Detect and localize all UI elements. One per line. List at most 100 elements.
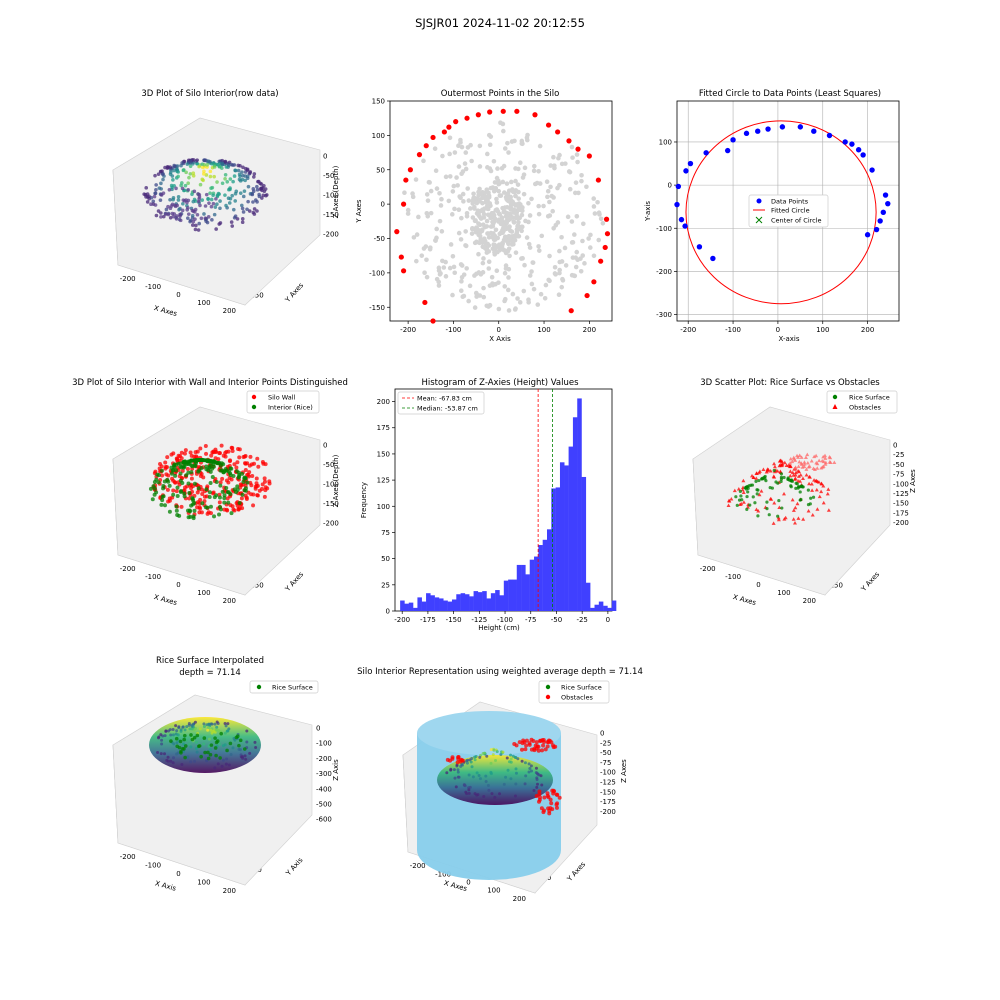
p2-gray-point [501,209,507,215]
p3-data-point [842,139,848,145]
p6-obstacle-point [771,521,776,525]
p2-gray-point [484,218,490,224]
p5-bar [559,462,565,611]
p6-obstacle-point [805,461,810,465]
p5-bar [469,596,474,611]
p2-gray-point [425,213,431,219]
p2-gray-point [439,196,444,202]
p6-obstacle-point [805,452,810,457]
p2-gray-point [478,272,484,277]
p1-point [246,184,251,189]
p6-obstacle-point [820,465,825,469]
p1-point [241,210,246,214]
p8-point [537,789,542,794]
p4-point [212,495,217,500]
p2-ytick-label: 150 [372,98,385,106]
p2-gray-point [491,158,497,164]
p4-point [169,465,174,470]
p1-point [179,183,183,188]
p6-point [756,488,760,492]
p6-xlabel: X Axes [732,593,757,607]
p7-point [193,759,197,763]
p6-obstacle-point [815,466,820,470]
p6-obstacle-point [796,516,801,520]
p3-data-point [811,128,817,134]
p3-title: Fitted Circle to Data Points (Least Squa… [698,89,882,99]
p8-point [534,793,539,798]
p2-gray-point [536,248,542,253]
p6-obstacle-point [727,499,732,503]
p7-point [190,727,194,731]
p1-point [158,198,163,202]
p8-point [524,743,529,748]
p4-point [210,475,215,480]
p2-gray-point [503,266,509,271]
p4-point [165,455,170,460]
p7-point [165,758,169,762]
p2-gray-point [502,298,507,304]
p5-bar [581,476,587,611]
p7-point [206,750,210,755]
p8-point [535,782,539,786]
p7-point [156,750,160,754]
p1-point [228,177,233,181]
p6-point [795,482,799,486]
p5-xtick-label: 0 [606,616,610,624]
p8-point [482,795,486,799]
p5-ytick-label: 75 [381,529,390,537]
p2-gray-point [534,180,540,186]
p2-gray-point [519,224,524,230]
p4-point [197,468,202,473]
p3-ytick-label: -200 [656,268,672,276]
p1-point [192,189,197,194]
p1-point [169,204,174,208]
p2-gray-point [482,206,487,211]
p1-point [196,228,201,232]
p7-point [213,766,217,770]
p7-point [196,744,201,749]
p8-point [509,757,513,761]
p5-bar [572,417,578,611]
p5-bar [611,600,617,611]
p2-gray-point [459,215,464,221]
p1-point [207,201,211,205]
p4-point [167,496,172,501]
p7-point [193,720,197,724]
p2-gray-point [598,216,604,222]
p6-obstacle-point [778,458,783,463]
p6-point [764,479,768,483]
p2-outer-point [598,258,604,264]
p7-point [210,731,214,735]
p7-point [202,742,206,746]
p6-obstacle-point [821,454,826,459]
p2-gray-point [519,228,524,234]
p2-gray-point [573,255,578,260]
p5-bar [590,607,595,611]
p6-obstacle-point [823,456,828,460]
p2-gray-point [521,288,527,294]
p7-point [185,725,189,729]
p7-point [182,749,186,753]
p4-legend-wall-marker [251,394,257,400]
p4-point [204,467,209,472]
p2-gray-point [470,225,475,231]
p2-gray-point [439,229,445,234]
p2-gray-point [487,142,493,148]
p2-title: Outermost Points in the Silo [440,89,560,99]
p1-point [202,163,207,167]
p5-bar [594,604,600,611]
p4-point [212,514,217,519]
p2-gray-point [478,238,484,244]
p5-bar [426,593,431,611]
p8-point [547,738,552,743]
p1-point [197,193,202,197]
p6-obstacle-point [815,507,820,511]
p2-gray-point [501,128,506,134]
p6-obstacle-point [815,479,820,484]
p8-ztick-label: -100 [600,769,616,777]
p2-gray-point [493,207,499,213]
p3-xtick-label: 0 [776,326,780,334]
p2-gray-point [490,223,496,229]
p2-outer-point [464,115,470,121]
p2-gray-point [477,233,483,239]
